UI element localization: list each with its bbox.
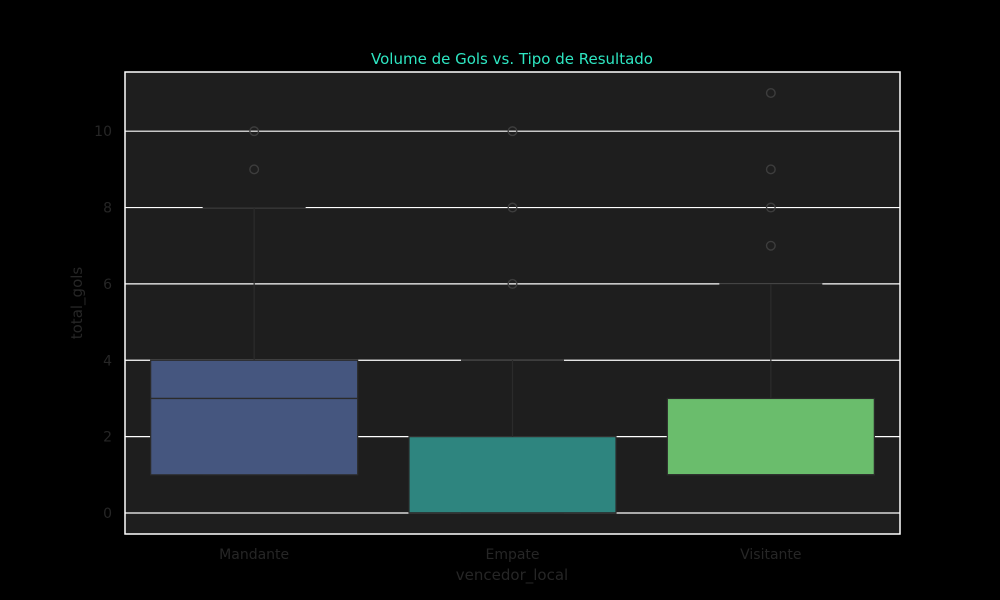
y-tick-labels: 0 2 4 6 8 10	[94, 124, 112, 522]
y-axis-label: total_gols	[68, 267, 87, 340]
outlier-point-visitante-8	[765, 202, 776, 213]
outlier-point-visitante-9	[765, 164, 776, 175]
x-tick-labels: Mandante Empate Visitante	[219, 547, 801, 563]
x-tick-label-mandante: Mandante	[219, 547, 289, 563]
boxes-layer	[150, 87, 875, 514]
outlier-point-empate-6	[507, 278, 518, 289]
box-group-mandante	[150, 126, 359, 476]
outlier-point-mandante-9	[249, 164, 260, 175]
x-tick-label-empate: Empate	[485, 547, 539, 563]
y-tick-label-10: 10	[94, 124, 112, 140]
x-axis-label: vencedor_local	[456, 566, 568, 585]
box-empate	[408, 436, 617, 514]
box-visitante	[666, 397, 875, 476]
y-tick-label-2: 2	[103, 430, 112, 446]
y-tick-label-8: 8	[103, 201, 112, 217]
box-mandante	[150, 359, 359, 476]
y-tick-label-0: 0	[103, 506, 112, 522]
chart-title: Volume de Gols vs. Tipo de Resultado	[371, 50, 653, 68]
box-group-empate	[408, 126, 617, 514]
outlier-point-empate-10	[507, 126, 518, 137]
outlier-point-mandante-10	[249, 126, 260, 137]
y-tick-label-4: 4	[103, 353, 112, 369]
x-tick-label-visitante: Visitante	[740, 547, 801, 563]
outlier-point-visitante-11	[765, 87, 776, 98]
y-tick-label-6: 6	[103, 277, 112, 293]
outlier-point-empate-8	[507, 202, 518, 213]
box-group-visitante	[666, 87, 875, 476]
plot-frame	[124, 71, 901, 535]
outlier-point-visitante-7	[765, 240, 776, 251]
